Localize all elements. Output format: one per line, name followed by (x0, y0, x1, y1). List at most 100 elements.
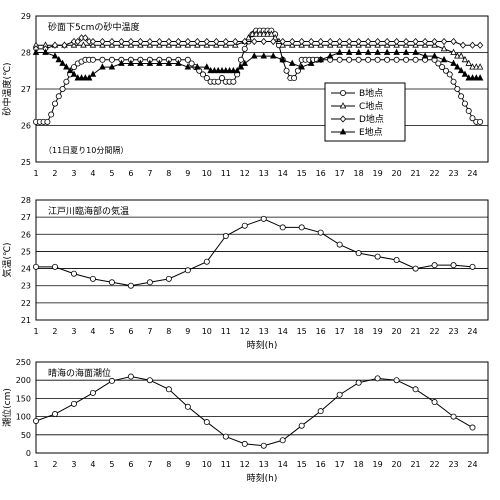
data-point (440, 44, 448, 52)
data-point (469, 263, 476, 270)
x-tick-label: 6 (128, 169, 133, 178)
x-tick-label: 6 (128, 327, 133, 336)
x-tick-label: 3 (71, 460, 76, 469)
data-point (70, 70, 78, 77)
data-point (403, 56, 410, 63)
legend-marker (339, 90, 346, 97)
data-point (393, 377, 400, 384)
data-point (421, 52, 429, 59)
data-point (108, 377, 115, 384)
data-point (317, 229, 324, 236)
y-axis-title: 砂中温度(℃) (1, 62, 13, 115)
data-point (108, 37, 116, 46)
data-point (99, 63, 106, 70)
data-point (412, 386, 419, 393)
x-tick-label: 19 (373, 169, 383, 178)
data-point (384, 56, 391, 63)
x-tick-label: 23 (448, 460, 458, 469)
x-tick-label: 15 (297, 460, 307, 469)
x-tick-label: 9 (185, 460, 190, 469)
y-axis-title: 気温(℃) (1, 242, 13, 277)
legend-marker (339, 115, 347, 123)
data-point (33, 263, 40, 270)
x-tick-label: 18 (354, 327, 364, 336)
data-point (241, 45, 248, 52)
x-tick-label: 21 (410, 460, 420, 469)
data-point (345, 48, 353, 55)
data-point (431, 52, 438, 59)
data-point (203, 419, 210, 426)
x-tick-label: 2 (52, 327, 57, 336)
data-point (279, 55, 286, 63)
data-point (230, 66, 237, 74)
x-tick-label: 4 (90, 327, 95, 336)
data-point (336, 48, 343, 55)
x-tick-label: 22 (429, 169, 439, 178)
data-point (469, 63, 476, 70)
y-tick-label: 28 (21, 196, 31, 205)
data-point (108, 56, 115, 63)
data-point (374, 37, 381, 46)
data-point (194, 63, 201, 70)
data-point (63, 63, 70, 70)
data-point (393, 256, 400, 263)
data-point (237, 63, 245, 70)
x-tick-label: 4 (90, 169, 95, 178)
data-point (374, 375, 381, 382)
data-point (175, 37, 182, 46)
data-point (146, 279, 153, 286)
data-point (222, 232, 229, 239)
x-tick-label: 22 (429, 327, 439, 336)
x-axis-title: 時刻(h) (247, 472, 278, 484)
data-point (279, 37, 286, 46)
data-point (165, 386, 172, 393)
y-tick-label: 150 (16, 394, 31, 403)
x-tick-label: 24 (467, 460, 477, 469)
x-tick-label: 13 (259, 169, 269, 178)
data-point (317, 37, 324, 46)
legend-label: B地点 (359, 87, 383, 99)
data-point (459, 41, 467, 49)
data-point (118, 59, 125, 66)
data-point (336, 391, 343, 398)
data-point (175, 59, 182, 66)
chart-title: 砂面下5cmの砂中温度 (48, 21, 139, 33)
data-point (194, 37, 201, 46)
data-point (249, 30, 256, 37)
series-line (35, 376, 473, 447)
data-point (476, 41, 484, 49)
data-point (446, 71, 453, 78)
data-point (298, 422, 305, 429)
data-point (288, 59, 296, 66)
x-tick-label: 8 (166, 327, 171, 336)
x-tick-label: 12 (240, 460, 250, 469)
data-point (146, 59, 154, 66)
x-tick-label: 21 (410, 327, 420, 336)
plot-frame (35, 361, 489, 454)
x-tick-label: 10 (202, 327, 212, 336)
data-point (59, 59, 66, 66)
data-point (165, 59, 173, 66)
data-point (59, 86, 66, 93)
data-point (213, 37, 220, 46)
data-point (450, 48, 457, 55)
x-tick-label: 11 (221, 169, 231, 178)
data-point (222, 37, 229, 46)
data-point (450, 37, 457, 46)
data-point (74, 74, 82, 81)
data-point (42, 48, 49, 55)
y-tick-label: 27 (21, 213, 31, 222)
data-point (412, 48, 419, 55)
data-point (203, 75, 210, 82)
x-tick-label: 12 (240, 327, 250, 336)
data-point (200, 71, 207, 78)
x-tick-label: 22 (429, 460, 439, 469)
x-tick-label: 16 (316, 169, 326, 178)
data-point (226, 66, 233, 74)
x-tick-label: 3 (71, 327, 76, 336)
data-point (454, 86, 461, 93)
x-tick-label: 1 (33, 169, 38, 178)
data-point (270, 37, 277, 46)
data-point (74, 37, 81, 46)
data-point (51, 263, 58, 270)
